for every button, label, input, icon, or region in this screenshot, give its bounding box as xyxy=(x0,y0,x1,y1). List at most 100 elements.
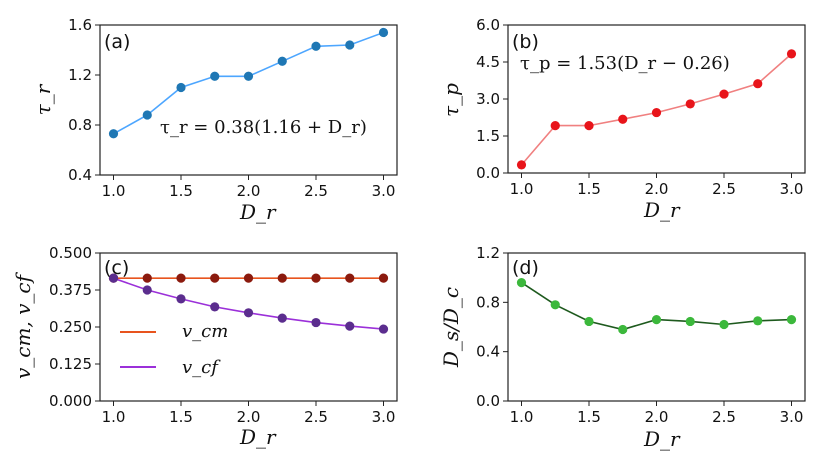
panel-c-ytick-label: 0.500 xyxy=(49,244,92,262)
panel-b-data-point xyxy=(584,121,594,131)
panel-c-data-point xyxy=(311,317,321,328)
panel-d-data-point xyxy=(651,315,662,325)
panel-a-ytick-label: 1.2 xyxy=(68,66,92,84)
panel-b-ytick-label: 1.5 xyxy=(476,127,500,145)
panel-b-xtick-label: 2.5 xyxy=(712,180,736,198)
panel-d-ytick-label: 0.4 xyxy=(476,343,500,361)
panel-c-ytick-label: 0.250 xyxy=(49,318,92,336)
panel-a-xtick-label: 3.0 xyxy=(372,182,396,200)
panel-a-ylabel: τ_r xyxy=(31,83,55,115)
panel-c-series-line-1 xyxy=(113,277,384,330)
panel-b-data-point xyxy=(786,49,797,59)
panel-c-xtick-label: 1.5 xyxy=(169,408,193,426)
panel-b-xtick-label: 1.5 xyxy=(577,180,601,198)
panel-c-ytick-label: 0.000 xyxy=(49,392,92,410)
panel-a-data-point xyxy=(311,41,321,51)
panel-c-ylabel: v_cm, v_cf xyxy=(11,271,35,379)
panel-a-xtick-label: 1.5 xyxy=(169,182,193,200)
panel-a-xtick-label: 2.0 xyxy=(237,182,261,200)
panel-c-label: (c) xyxy=(104,257,129,279)
panel-d-data-point xyxy=(550,300,560,310)
panel-a-data-point xyxy=(345,40,355,50)
panel-a-data-point xyxy=(378,27,389,38)
panel-c-xlabel: D_r xyxy=(239,425,277,449)
panel-d-xtick-label: 2.5 xyxy=(712,408,736,426)
panel-c-xtick-label: 3.0 xyxy=(372,408,396,426)
panel-d-frame xyxy=(507,252,806,402)
panel-d-xtick-label: 3.0 xyxy=(780,408,804,426)
panel-c-data-point xyxy=(176,294,186,304)
panel-c-data-point xyxy=(345,321,355,331)
panel-b-data-point xyxy=(516,160,527,170)
panel-d-xtick-label: 2.0 xyxy=(645,408,669,426)
panel-b-data-point xyxy=(685,99,695,109)
panel-d-data-point xyxy=(685,316,695,327)
panel-a-data-point xyxy=(142,110,152,120)
panel-a-data-point xyxy=(243,71,254,81)
panel-c-data-point xyxy=(378,324,389,334)
panel-d-ytick-label: 0.8 xyxy=(476,293,500,311)
panel-c-data-point xyxy=(176,273,186,283)
panel-b-ylabel: τ_p xyxy=(439,83,463,117)
panel-a-xtick-label: 2.5 xyxy=(304,182,328,200)
panel-d-xtick-label: 1.5 xyxy=(577,408,601,426)
panel-d-xtick-label: 1.0 xyxy=(510,408,534,426)
panel-c-data-point xyxy=(345,273,355,283)
panel-c-data-point xyxy=(243,308,254,318)
panel-b-xtick-label: 2.0 xyxy=(645,180,669,198)
panel-d-data-point xyxy=(753,316,763,326)
panel-b-data-point xyxy=(618,114,628,124)
panel-b-xtick-label: 3.0 xyxy=(780,180,804,198)
legend-label-vcf: v_cf xyxy=(182,357,221,378)
panel-b: 1.0 1.5 2.0 2.5 3.0 0.0 1.5 3.0 4.5 6.0 (b) τ_p =… xyxy=(439,16,806,222)
panel-c-data-point xyxy=(210,302,220,312)
panel-d-data-point xyxy=(786,315,797,325)
panel-a-ytick-label: 0.4 xyxy=(68,166,92,184)
panel-a-ytick-label: 1.6 xyxy=(68,16,92,34)
panel-c-data-point xyxy=(311,273,321,283)
panel-c-xtick-label: 1.0 xyxy=(102,408,126,426)
panel-b-data-point xyxy=(550,121,560,131)
panel-c-data-point xyxy=(142,285,152,295)
panel-b-annotation: τ_p = 1.53(D_r − 0.26) xyxy=(520,53,730,74)
panel-d-ytick-label: 1.2 xyxy=(476,244,500,262)
legend: v_cm v_cf xyxy=(120,321,228,378)
panel-b-data-point xyxy=(753,79,763,89)
panel-c-xtick-label: 2.0 xyxy=(237,408,261,426)
panel-d-label: (d) xyxy=(512,257,539,279)
panel-b-data-point xyxy=(651,107,662,118)
panel-b-xtick-label: 1.0 xyxy=(510,180,534,198)
panel-c-ytick-label: 0.375 xyxy=(49,281,92,299)
panel-c-data-point xyxy=(210,273,220,283)
panel-a-data-point xyxy=(210,71,220,81)
panel-c-xtick-label: 2.5 xyxy=(304,408,328,426)
panel-c-data-point xyxy=(378,273,389,283)
panel-d-xlabel: D_r xyxy=(643,427,681,451)
panel-d-ytick-label: 0.0 xyxy=(476,392,500,410)
panel-a-annotation: τ_r = 0.38(1.16 + D_r) xyxy=(160,117,367,138)
panel-b-data-point xyxy=(719,89,729,99)
panel-c-data-point xyxy=(277,273,287,283)
panel-c-data-point xyxy=(142,273,152,283)
panel-b-ytick-label: 0.0 xyxy=(476,164,500,182)
panel-b-xlabel: D_r xyxy=(643,198,681,222)
panel-b-ytick-label: 3.0 xyxy=(476,90,500,108)
panel-b-ytick-label: 4.5 xyxy=(476,53,500,71)
panel-d-data-point xyxy=(516,278,527,288)
panel-a-data-point xyxy=(176,82,186,93)
panel-b-label: (b) xyxy=(512,31,539,53)
panel-d-ylabel: D_s/D_c xyxy=(439,287,463,368)
panel-a-ytick-label: 0.8 xyxy=(68,116,92,134)
panel-a-label: (a) xyxy=(104,31,130,53)
panel-a-xtick-label: 1.0 xyxy=(102,182,126,200)
panel-d-data-point xyxy=(584,316,594,327)
panel-c-data-point xyxy=(108,273,119,283)
panel-c-data-point xyxy=(243,273,254,283)
panel-a: 1.0 1.5 2.0 2.5 3.0 0.4 0.8 1.2 1.6 (a) τ_r = 0.… xyxy=(31,16,398,224)
panel-d-data-point xyxy=(618,324,628,335)
legend-label-vcm: v_cm xyxy=(182,321,228,342)
panel-c-data-point xyxy=(277,313,287,323)
panel-b-frame xyxy=(507,24,806,174)
panel-a-data-point xyxy=(108,129,119,139)
